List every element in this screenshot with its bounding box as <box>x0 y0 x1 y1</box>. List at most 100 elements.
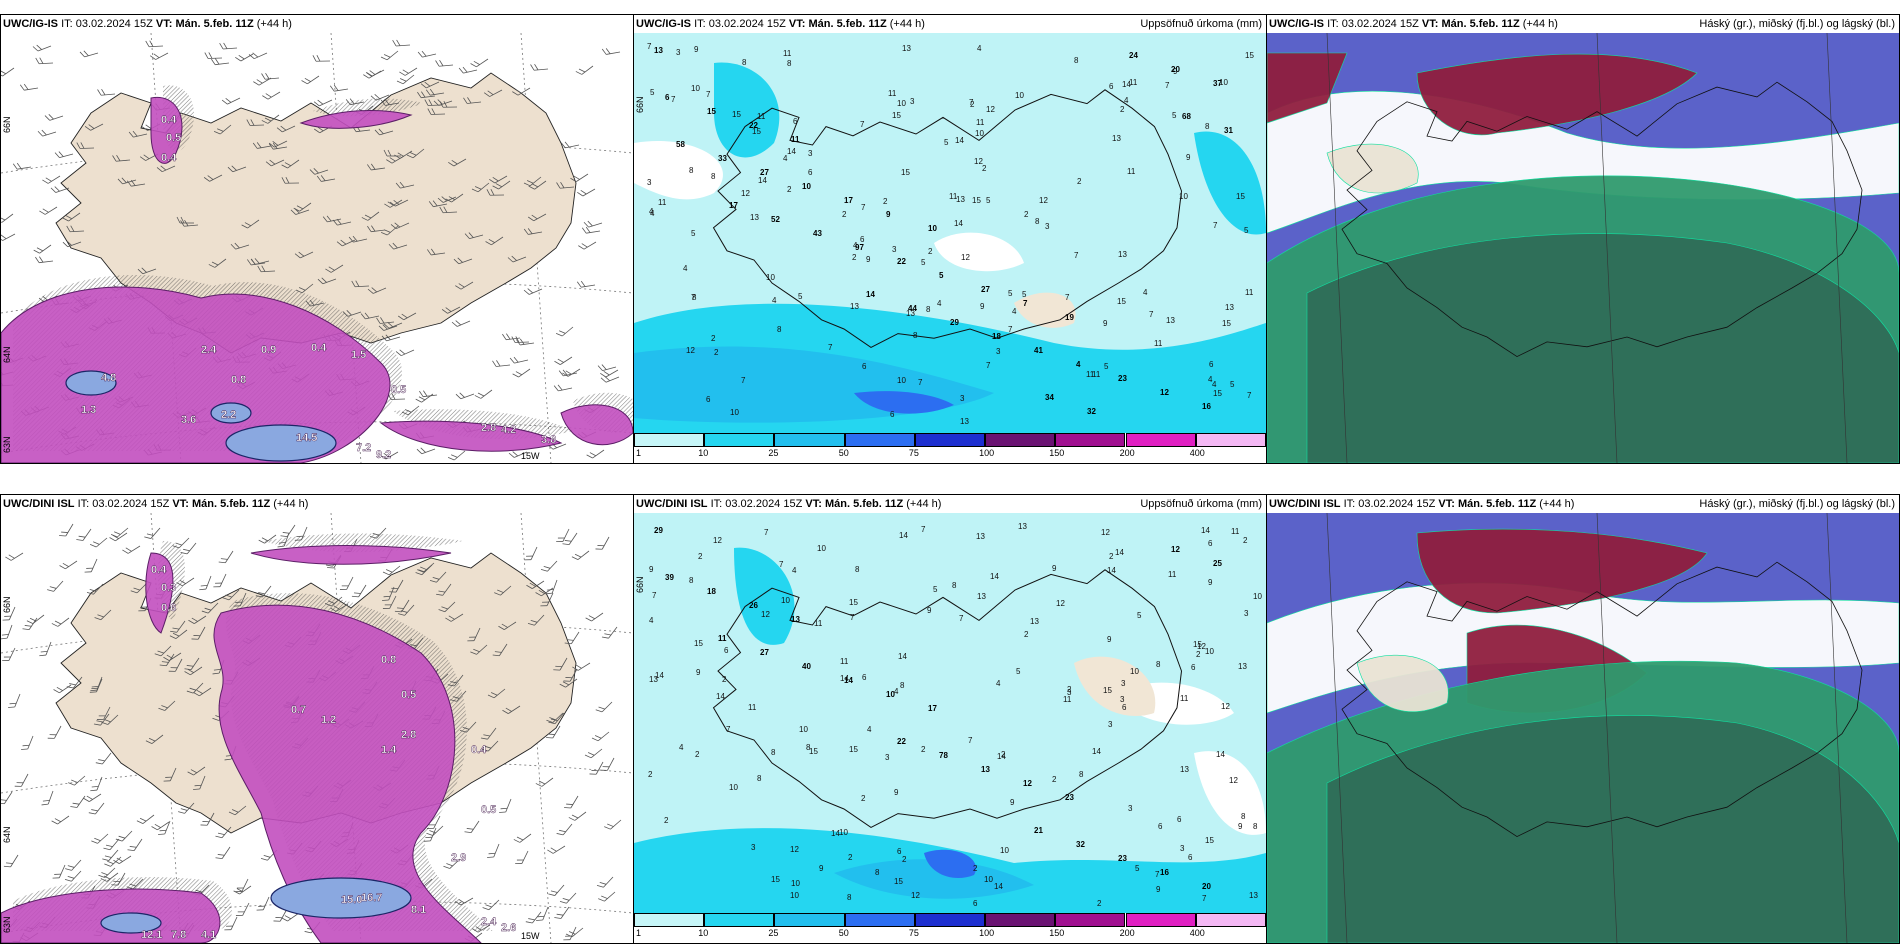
colorbar-swatch <box>704 913 775 927</box>
wind-barb <box>154 645 172 657</box>
station-value: 11 <box>748 703 757 712</box>
station-value: 13 <box>976 532 985 541</box>
station-value: 7 <box>764 528 769 537</box>
wind-barb <box>281 159 300 169</box>
station-value: 8 <box>1079 770 1084 779</box>
station-value: 8 <box>1241 812 1246 821</box>
colorbar-swatch <box>634 913 705 927</box>
station-value: 6 <box>1158 822 1163 831</box>
precip-band <box>1014 292 1076 328</box>
station-value: 3 <box>885 753 890 762</box>
wind-barb <box>294 251 314 259</box>
wind-barb <box>252 142 272 149</box>
wind-barb <box>54 151 74 159</box>
wind-barb <box>581 226 601 234</box>
wind-barb <box>213 124 232 135</box>
station-value: 13 <box>960 417 969 426</box>
precip-band <box>734 547 795 645</box>
wind-barb <box>597 364 617 372</box>
wind-barb <box>426 825 444 836</box>
latitude-label: 66N <box>635 96 645 113</box>
station-value: 11 <box>1154 339 1163 348</box>
precip-area <box>299 110 413 129</box>
station-value: 10 <box>691 84 700 93</box>
station-value: 4 <box>650 209 655 218</box>
station-value: 3 <box>1121 679 1126 688</box>
station-value: 9 <box>819 864 824 873</box>
wind-barb <box>51 815 70 825</box>
precip-value-label: 15 <box>707 107 716 116</box>
precip-value-label: 43 <box>813 229 822 238</box>
precip-value-label: 40 <box>802 662 811 671</box>
wind-barb <box>576 280 596 288</box>
colorbar-swatch <box>914 913 986 927</box>
precip-value-label: 2.6 <box>501 922 516 934</box>
precip-value-label: 21 <box>1034 826 1043 835</box>
station-value: 12 <box>1229 776 1238 785</box>
station-value: 7 <box>1213 221 1218 230</box>
wind-barb <box>604 819 622 830</box>
station-value: 8 <box>952 581 957 590</box>
precip-value-label: 3.8 <box>541 434 556 446</box>
precip-value-label: 0.4 <box>311 342 327 354</box>
wind-barb <box>383 322 403 329</box>
station-value: 8 <box>689 166 694 175</box>
station-value: 8 <box>1156 660 1161 669</box>
station-value: 15 <box>771 875 780 884</box>
wind-barb <box>1 791 13 805</box>
wind-barb <box>397 312 417 321</box>
wind-barb <box>351 584 367 598</box>
wind-barb <box>509 356 529 364</box>
station-value: 10 <box>1253 592 1262 601</box>
wind-barb <box>145 40 164 48</box>
wind-barb <box>76 528 92 541</box>
wind-barb <box>53 684 72 694</box>
station-value: 4 <box>1124 96 1129 105</box>
wind-barb <box>228 805 247 816</box>
wind-barb <box>562 532 578 546</box>
station-value: 10 <box>897 99 906 108</box>
station-value: 14 <box>898 652 907 661</box>
row2-cloud-panel: UWC/DINI ISL IT: 03.02.2024 15Z VT: Mán.… <box>1266 494 1900 944</box>
wind-barb <box>76 142 95 149</box>
precip-value-label: 15.0 <box>341 894 362 906</box>
cloud-layer <box>1326 715 1899 943</box>
station-value: 2 <box>1077 177 1082 186</box>
wind-barb <box>117 177 137 185</box>
wind-barb <box>453 257 473 265</box>
wind-barb <box>419 390 438 398</box>
station-value: 4 <box>792 566 797 575</box>
precip-core <box>225 424 337 462</box>
station-value: 13 <box>1166 316 1175 325</box>
wind-barb <box>180 219 199 227</box>
station-value: 15 <box>1117 297 1126 306</box>
station-value: 15 <box>894 877 903 886</box>
wind-barb <box>416 447 436 455</box>
wind-barb <box>68 775 86 786</box>
station-value: 13 <box>902 44 911 53</box>
station-value: 11 <box>1231 527 1240 536</box>
station-value: 2 <box>698 552 703 561</box>
station-value: 15 <box>972 196 981 205</box>
station-value: 2 <box>1196 650 1201 659</box>
wind-barb <box>290 208 310 215</box>
wind-barb <box>523 228 543 235</box>
wind-barb <box>388 242 408 250</box>
station-value: 5 <box>1137 611 1142 620</box>
wind-barb <box>301 75 320 85</box>
wind-barb <box>218 550 234 564</box>
wind-barb <box>39 641 52 657</box>
longitude-line <box>1826 513 1848 943</box>
station-value: 8 <box>913 331 918 340</box>
wind-barb <box>103 838 120 851</box>
wind-barb <box>486 189 505 196</box>
wind-barb <box>281 912 300 922</box>
wind-barb <box>184 666 203 676</box>
station-value: 13 <box>1249 891 1258 900</box>
station-value: 7 <box>741 376 746 385</box>
panel-header: UWC/IG-IS IT: 03.02.2024 15Z VT: Mán. 5.… <box>1269 18 1558 30</box>
wind-barb <box>568 811 587 821</box>
station-value: 11 <box>783 49 792 58</box>
precip-area <box>379 420 563 452</box>
precip-value-label: 11 <box>718 634 727 643</box>
